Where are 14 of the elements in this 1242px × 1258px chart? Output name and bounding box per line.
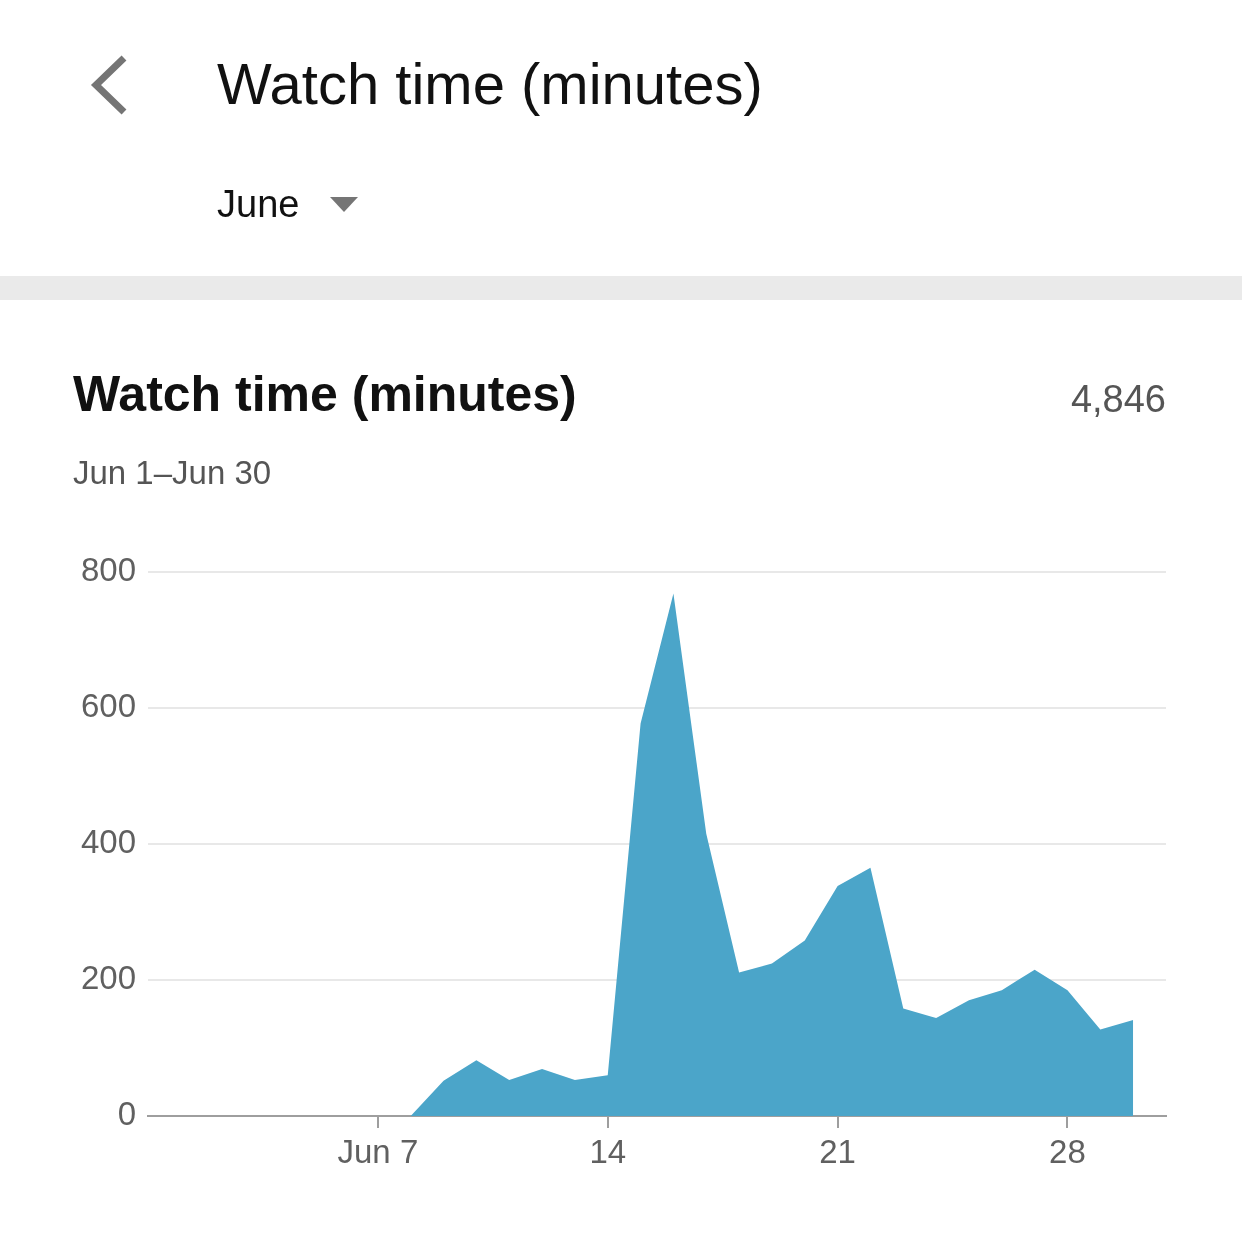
y-tick-label: 0 xyxy=(117,1095,136,1133)
chart-subtitle: Jun 1–Jun 30 xyxy=(73,454,272,492)
text: June xyxy=(217,183,300,226)
x-tick-label: Jun 7 xyxy=(337,1132,419,1170)
y-tick-label: 400 xyxy=(80,822,136,860)
y-tick-label: 200 xyxy=(80,959,136,997)
chart-title: Watch time (minutes) xyxy=(73,365,577,423)
y-tick-label: 600 xyxy=(80,686,136,724)
text: 4,846 xyxy=(1070,378,1166,421)
x-tick-label: 28 xyxy=(1049,1132,1086,1170)
text: Watch time (minutes) xyxy=(217,50,763,117)
x-tick-label: 21 xyxy=(819,1132,856,1170)
y-tick-label: 800 xyxy=(80,550,136,588)
x-tick-label: 14 xyxy=(589,1132,627,1170)
